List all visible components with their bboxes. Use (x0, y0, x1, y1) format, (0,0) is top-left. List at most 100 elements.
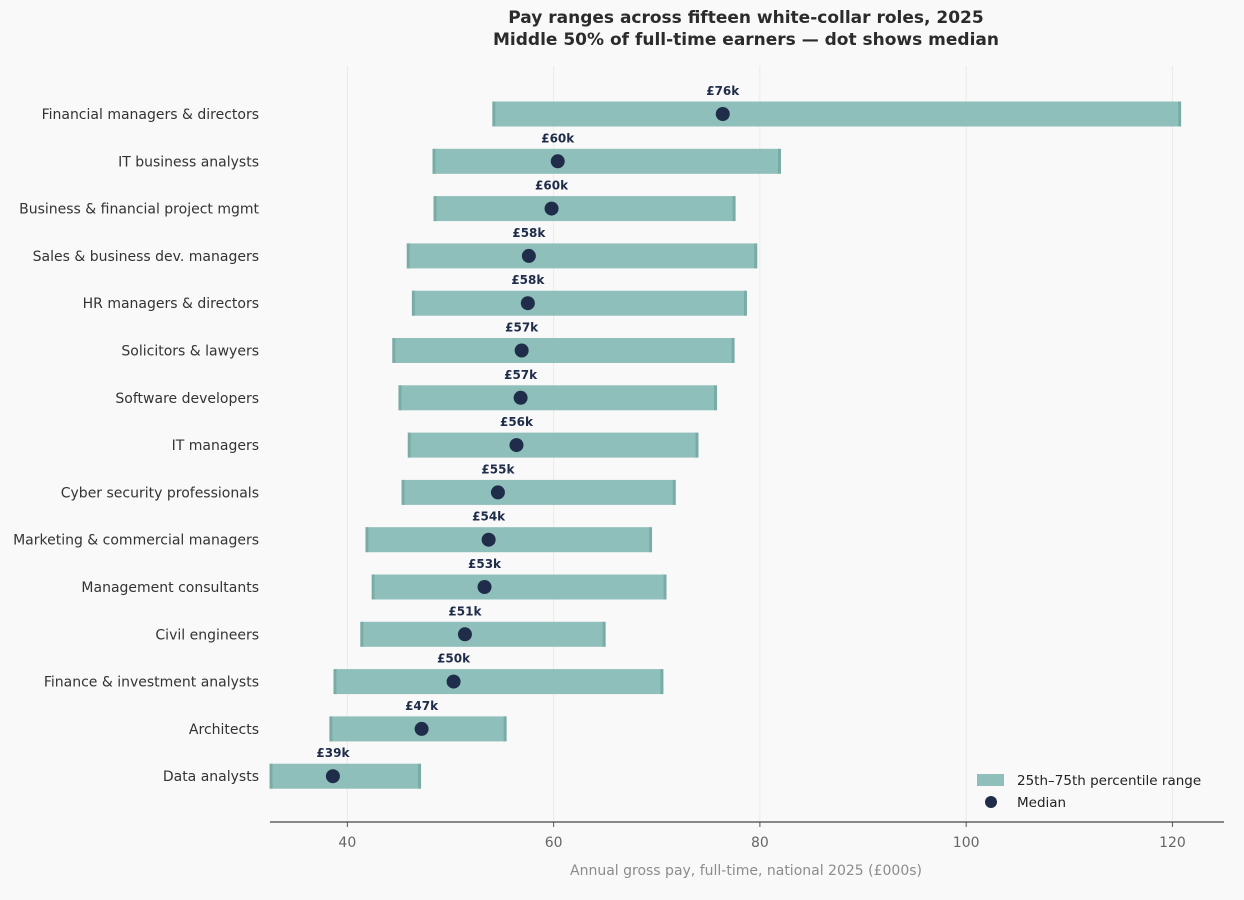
range-bar-left-cap (407, 432, 411, 458)
range-bar (403, 479, 675, 505)
range-bar-right-cap (1178, 101, 1182, 127)
median-point (715, 107, 730, 121)
legend-range-label: 25th–75th percentile range (1017, 773, 1201, 789)
median-point (550, 154, 565, 169)
legend-range-swatch (977, 774, 1004, 786)
median-point (521, 248, 536, 263)
range-bar-left-cap (371, 574, 375, 600)
role-label: Management consultants (81, 580, 259, 596)
legend-median-label: Median (1017, 795, 1066, 811)
median-value-label: £58k (512, 226, 546, 240)
median-value-label: £57k (504, 368, 538, 382)
range-bar (408, 243, 756, 269)
range-bar-right-cap (714, 385, 718, 411)
median-point (513, 390, 528, 405)
role-label: HR managers & directors (83, 296, 259, 312)
range-bar-right-cap (672, 479, 676, 505)
role-label: Marketing & commercial managers (13, 533, 259, 549)
median-value-label: £54k (472, 510, 506, 524)
range-bar-left-cap (492, 101, 496, 127)
x-tick-label: 80 (751, 835, 769, 851)
median-value-label: £47k (405, 699, 439, 713)
range-bar (399, 385, 716, 411)
role-label: Sales & business dev. managers (33, 249, 259, 265)
x-tick-label: 120 (1159, 835, 1186, 851)
legend-median-marker (985, 796, 997, 808)
median-value-label: £50k (437, 652, 471, 666)
role-label: IT business analysts (118, 154, 259, 170)
median-value-label: £57k (505, 321, 539, 335)
range-bar-left-cap (406, 243, 410, 269)
median-value-label: £56k (500, 415, 534, 429)
median-point (325, 769, 340, 784)
range-bar-right-cap (418, 763, 422, 789)
median-value-label: £55k (481, 462, 515, 476)
role-label: Financial managers & directors (42, 107, 259, 123)
role-label: Civil engineers (155, 627, 259, 643)
role-label: IT managers (172, 438, 259, 454)
range-bar-right-cap (743, 290, 747, 316)
range-bar (409, 432, 697, 458)
median-value-label: £53k (468, 557, 502, 571)
role-label: Cyber security professionals (61, 485, 259, 501)
range-bar-left-cap (333, 669, 337, 695)
range-bar-right-cap (660, 669, 664, 695)
chart-title: Pay ranges across fifteen white-collar r… (508, 8, 983, 28)
median-point (414, 721, 429, 736)
median-point (544, 201, 559, 216)
median-point (520, 296, 535, 311)
median-value-label: £60k (535, 179, 569, 193)
range-bar-right-cap (777, 148, 781, 174)
range-bar-left-cap (433, 196, 437, 222)
role-label: Finance & investment analysts (44, 675, 259, 691)
role-label: Data analysts (163, 769, 259, 785)
x-axis-label: Annual gross pay, full-time, national 20… (570, 863, 922, 879)
range-bar (373, 574, 666, 600)
range-bar-left-cap (329, 716, 333, 742)
median-value-label: £51k (448, 604, 482, 618)
range-bar (413, 290, 746, 316)
median-value-label: £76k (706, 84, 740, 98)
range-bar-left-cap (365, 527, 369, 553)
legend: 25th–75th percentile range Median (977, 773, 1201, 811)
range-bar-right-cap (731, 338, 735, 363)
labels-layer: 40 60 80 100 120 £76k Financial managers & dir… (13, 84, 1186, 851)
median-value-label: £39k (316, 746, 350, 760)
range-bar-right-cap (754, 243, 758, 269)
role-label: Business & financial project mgmt (19, 202, 259, 218)
median-point (446, 674, 461, 689)
median-point (514, 343, 529, 358)
range-bar-right-cap (732, 196, 736, 222)
range-bar (334, 669, 662, 695)
x-tick-label: 100 (953, 835, 980, 851)
median-value-label: £60k (541, 131, 575, 145)
role-label: Solicitors & lawyers (121, 344, 259, 360)
range-bar-left-cap (401, 479, 405, 505)
range-bar (366, 527, 651, 553)
median-point (509, 438, 524, 453)
bars-layer (269, 101, 1182, 789)
range-bar (393, 338, 734, 363)
range-bar-left-cap (269, 763, 273, 789)
range-bar-right-cap (663, 574, 667, 600)
median-point (481, 532, 496, 547)
role-label: Software developers (115, 391, 259, 407)
median-point (490, 485, 505, 500)
range-bar (493, 101, 1180, 127)
chart-subtitle: Middle 50% of full-time earners — dot sh… (493, 30, 999, 50)
range-bar-right-cap (602, 621, 606, 647)
range-bar-right-cap (649, 527, 653, 553)
range-bar-left-cap (411, 290, 415, 316)
range-bar (435, 196, 735, 222)
range-bar-left-cap (392, 338, 396, 363)
range-bar-left-cap (398, 385, 402, 411)
x-tick-label: 40 (338, 835, 356, 851)
range-bar-right-cap (695, 432, 699, 458)
role-label: Architects (189, 722, 259, 738)
median-value-label: £58k (511, 273, 545, 287)
x-tick-label: 60 (545, 835, 563, 851)
range-bar (271, 763, 420, 789)
median-point (477, 580, 492, 594)
